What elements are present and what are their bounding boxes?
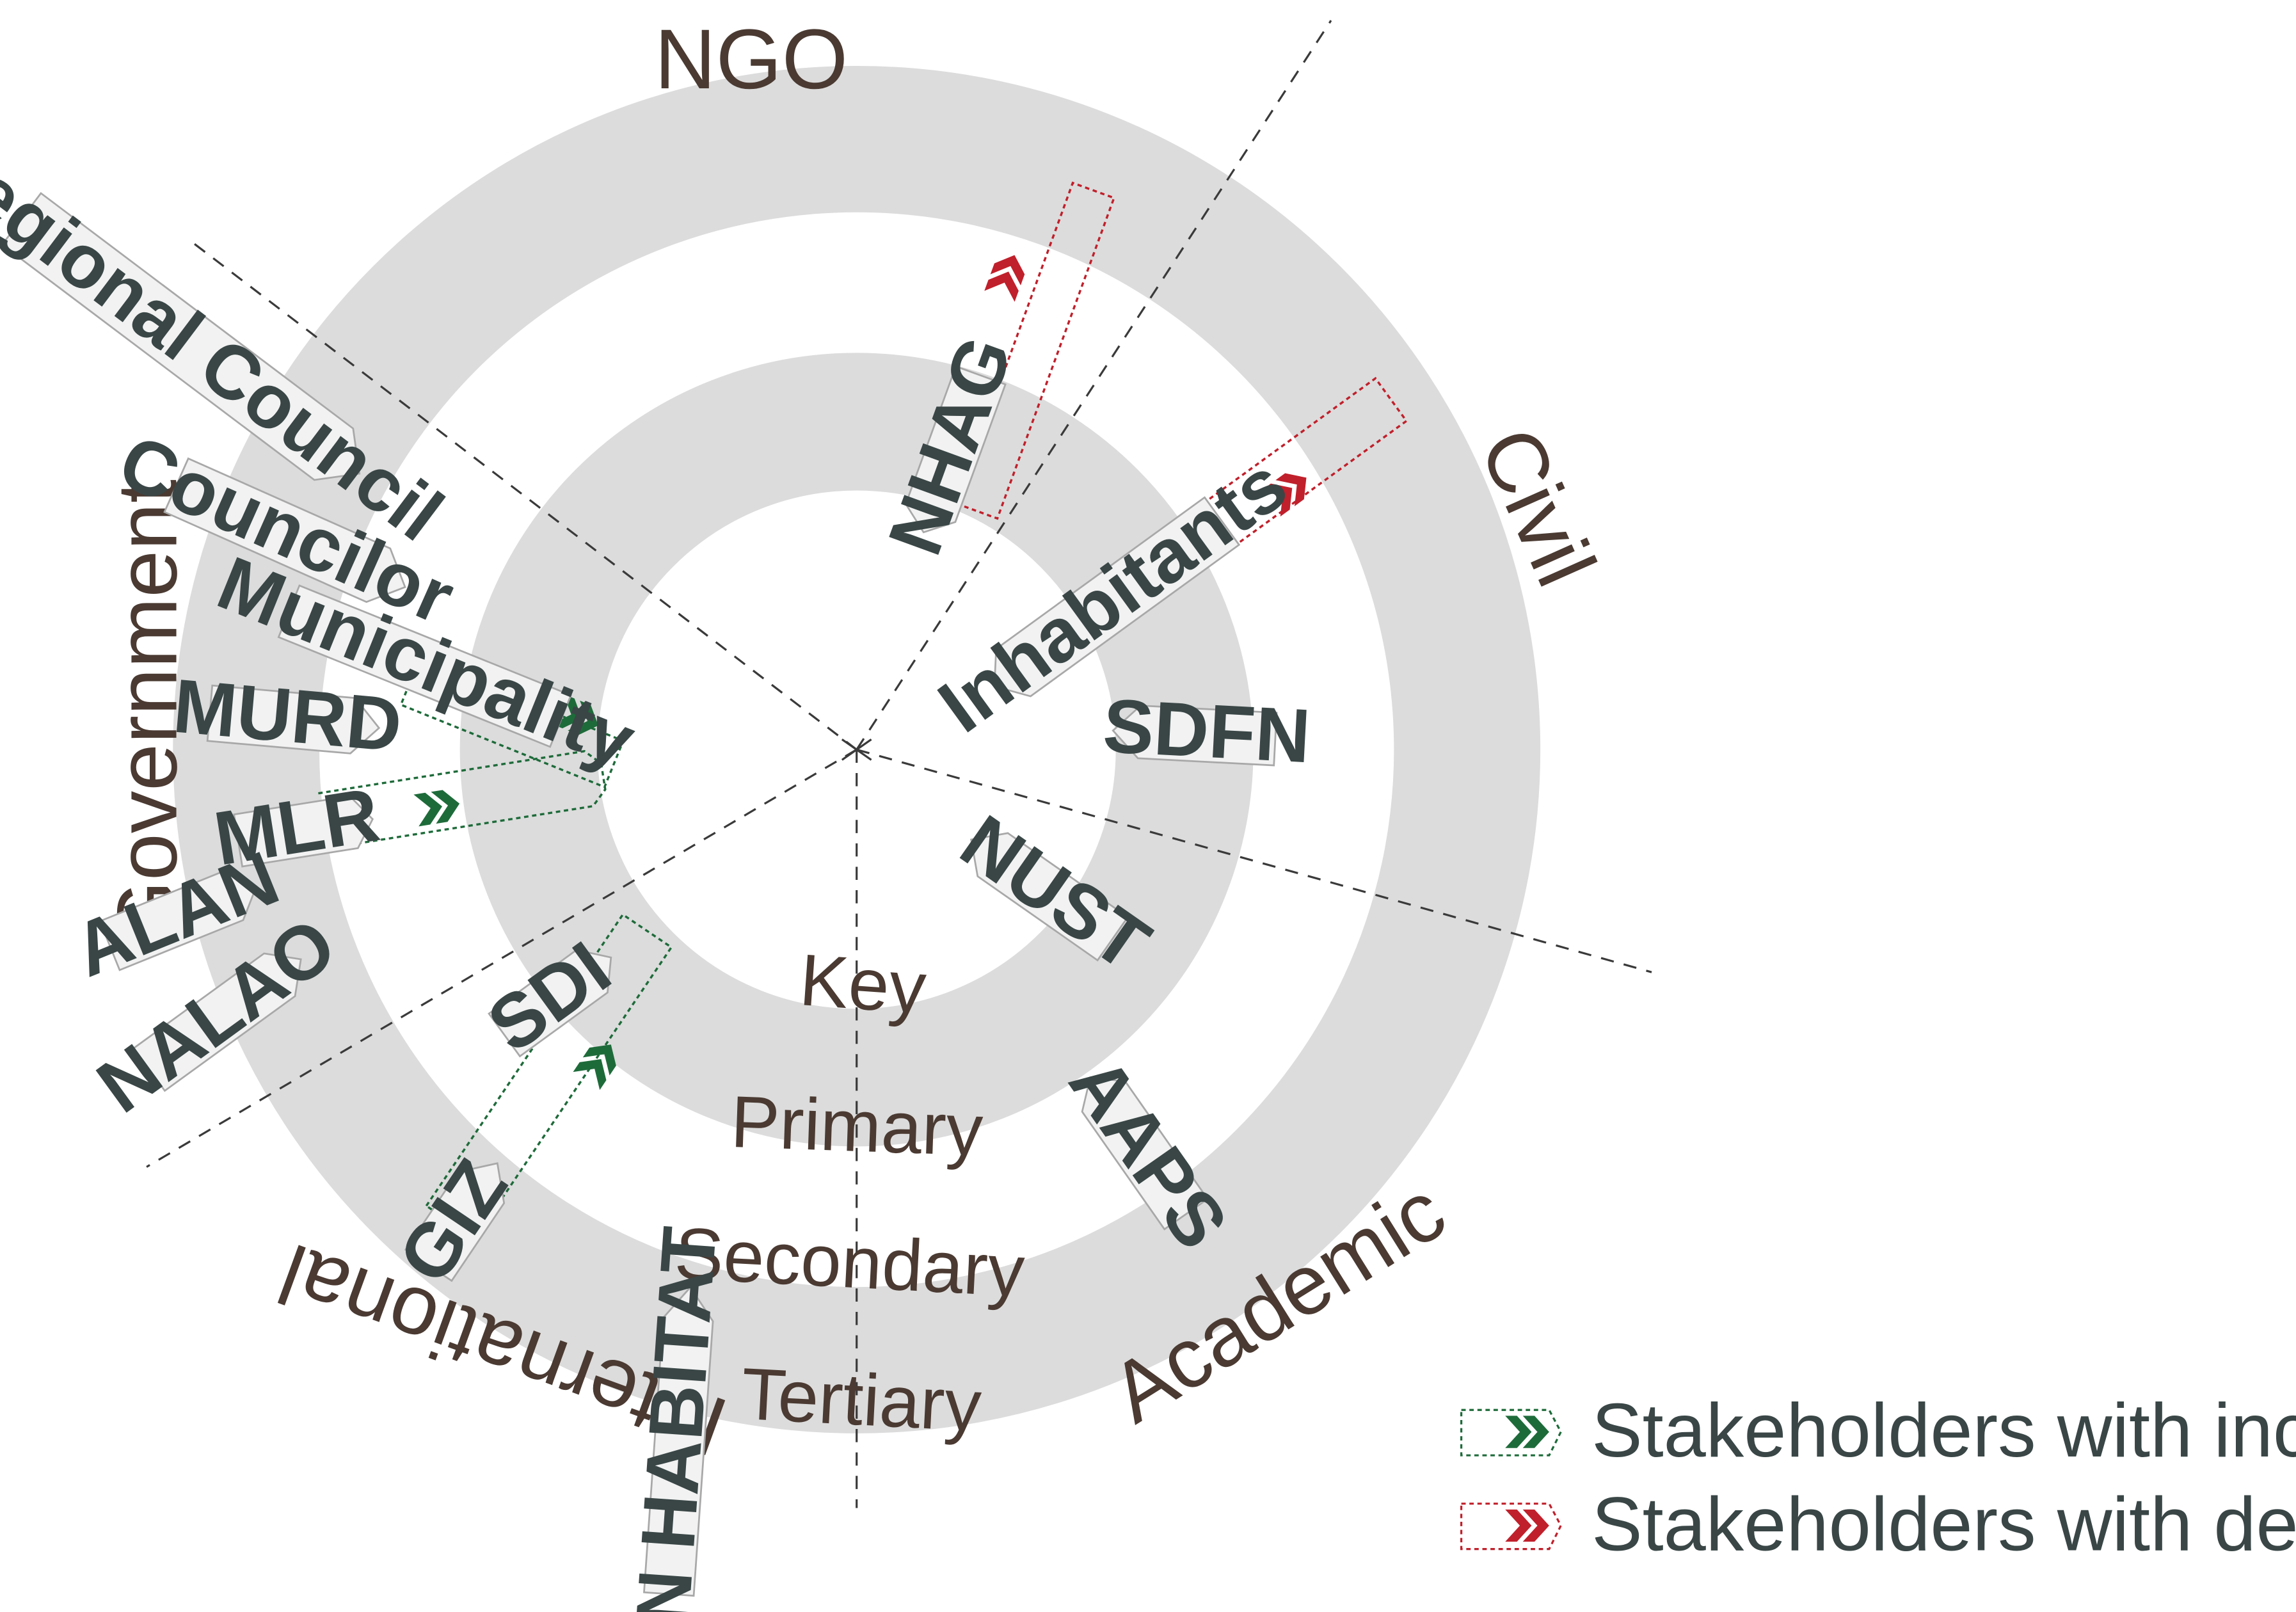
legend: Stakeholders with increasing involvement… — [1460, 1388, 2296, 1567]
sector-label-government: Government — [100, 479, 195, 946]
municipality-trend-box — [399, 657, 625, 789]
stakeholder-label: MURD — [170, 663, 405, 768]
mlr-trend-chevron-icon — [413, 790, 460, 827]
municipality-trend-chevron-icon — [551, 694, 598, 735]
stakeholder-murd: MURD — [170, 663, 405, 768]
stakeholder-label: SDFN — [1101, 683, 1312, 779]
legend-item-increasing: Stakeholders with increasing involvement — [1460, 1388, 2296, 1473]
sector-dividers — [146, 20, 1652, 1508]
ring-label-tertiary: Tertiary — [739, 1353, 983, 1447]
legend-label-increasing: Stakeholders with increasing involvement — [1591, 1388, 2296, 1473]
trend-chevrons — [413, 255, 1307, 1090]
ring-labels: Key Primary Secondary Tertiary — [673, 939, 1026, 1447]
ring-label-secondary: Secondary — [673, 1212, 1026, 1312]
mlr-trend-box — [318, 750, 607, 850]
inhabitants-trend-chevron-icon — [1261, 473, 1307, 517]
divider-international-government — [146, 749, 857, 1168]
double-chevron-right-icon — [1505, 1509, 1549, 1542]
stakeholder-sdfn: SDFN — [1101, 683, 1312, 779]
center-cross — [841, 738, 872, 761]
ring-label-key: Key — [797, 939, 929, 1029]
nhag-trend-chevron-icon — [984, 255, 1025, 302]
legend-item-decreasing: Stakeholders with decreasing involvement — [1460, 1481, 2296, 1567]
double-chevron-right-icon — [1505, 1416, 1549, 1448]
divider-civil-academic — [856, 748, 1652, 973]
giz-trend-chevron-icon — [573, 1044, 616, 1090]
ring-label-primary: Primary — [729, 1081, 984, 1172]
sector-label-ngo: NGO — [655, 12, 848, 107]
legend-label-decreasing: Stakeholders with decreasing involvement — [1591, 1481, 2296, 1567]
divider-ngo-civil — [856, 20, 1332, 751]
